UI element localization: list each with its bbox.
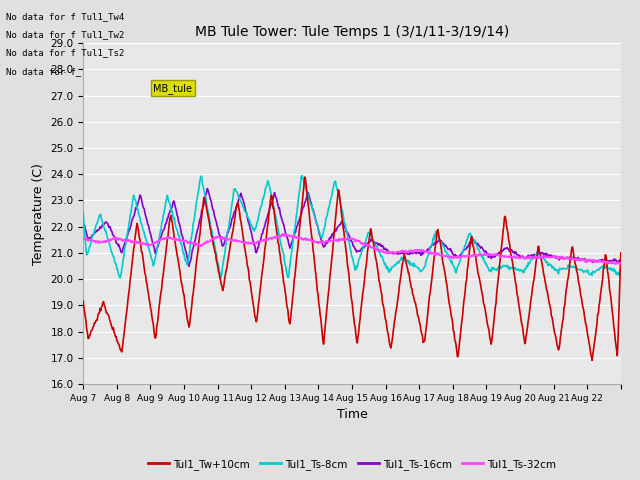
Title: MB Tule Tower: Tule Temps 1 (3/1/11-3/19/14): MB Tule Tower: Tule Temps 1 (3/1/11-3/19…: [195, 25, 509, 39]
Legend: Tul1_Tw+10cm, Tul1_Ts-8cm, Tul1_Ts-16cm, Tul1_Ts-32cm: Tul1_Tw+10cm, Tul1_Ts-8cm, Tul1_Ts-16cm,…: [143, 455, 561, 474]
Text: No data for f_: No data for f_: [6, 67, 82, 76]
Text: No data for f Tul1_Tw4: No data for f Tul1_Tw4: [6, 12, 125, 21]
Text: MB_tule: MB_tule: [153, 83, 192, 94]
X-axis label: Time: Time: [337, 408, 367, 421]
Y-axis label: Temperature (C): Temperature (C): [32, 163, 45, 264]
Text: No data for f Tul1_Tw2: No data for f Tul1_Tw2: [6, 30, 125, 39]
Text: No data for f Tul1_Ts2: No data for f Tul1_Ts2: [6, 48, 125, 58]
